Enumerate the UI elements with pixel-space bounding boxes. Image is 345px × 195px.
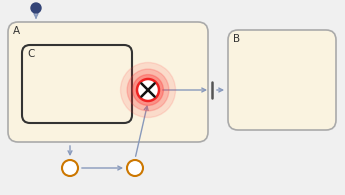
FancyBboxPatch shape (22, 45, 132, 123)
FancyBboxPatch shape (8, 22, 208, 142)
Circle shape (31, 3, 41, 13)
Text: A: A (13, 26, 20, 36)
Circle shape (137, 79, 159, 101)
FancyBboxPatch shape (228, 30, 336, 130)
Circle shape (127, 160, 143, 176)
Circle shape (132, 75, 164, 105)
Circle shape (120, 63, 176, 118)
Text: C: C (27, 49, 34, 59)
Circle shape (127, 69, 169, 111)
Circle shape (62, 160, 78, 176)
Text: B: B (233, 34, 240, 44)
